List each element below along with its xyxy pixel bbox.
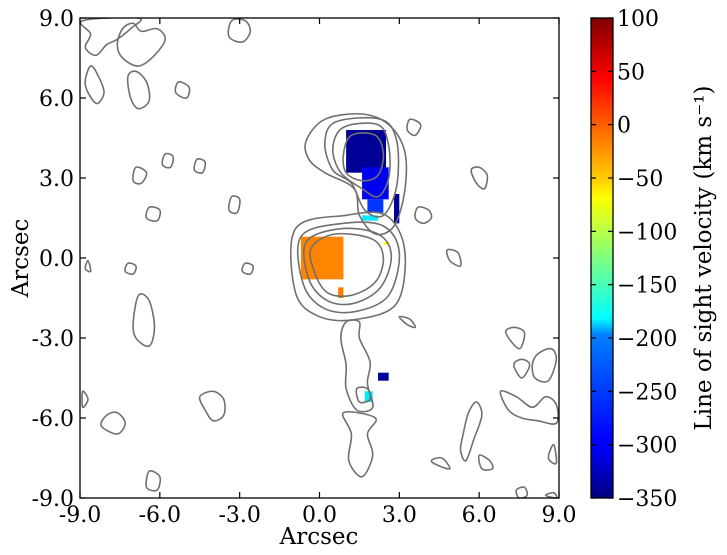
contour-19 [193,158,207,174]
contour-15 [174,81,191,99]
x-tick-label: 6.0 [462,503,497,528]
contour-3 [289,211,407,322]
colorbar-tick-label: −250 [617,380,677,405]
colorbar-label: Line of sight velocity (km s⁻¹) [691,85,717,430]
contour-24 [198,390,226,422]
contour-30 [470,166,489,190]
y-tick-label: 9.0 [39,7,74,32]
velocity-region-5 [300,236,344,280]
colorbar-frame [590,17,614,499]
contour-14 [84,65,105,105]
contour-34 [504,326,526,350]
colorbar-tick-label: 50 [617,60,645,85]
contour-6 [323,116,400,218]
x-tick-label: -6.0 [139,503,181,528]
velocity-region-9 [378,372,389,381]
contour-27 [241,262,255,276]
velocity-region-1 [362,167,389,200]
velocity-region-2 [367,199,384,213]
x-tick-label: 3.0 [382,503,417,528]
contour-8 [339,319,374,413]
y-tick-label: -9.0 [32,487,74,512]
contour-13 [126,70,151,110]
contour-18 [161,152,175,169]
contour-17 [132,166,148,185]
velocity-region-0 [346,130,387,173]
contour-1 [302,227,393,306]
contour-31 [414,206,433,225]
contour-22 [132,293,156,348]
colorbar-tick-label: −300 [617,434,677,459]
velocity-map [300,130,400,402]
contour-25 [145,470,162,492]
colorbar-tick-label: −50 [617,167,663,192]
colorbar-tick-label: 0 [617,114,631,139]
contour-42 [515,486,529,498]
contour-20 [145,206,162,222]
contour-2 [296,221,401,314]
velocity-region-3 [394,194,400,224]
contour-28 [84,259,92,273]
contour-23 [100,411,127,435]
velocity-region-4 [362,215,379,221]
contour-0 [309,232,385,298]
contour-35 [512,358,531,379]
contour-10 [341,411,378,478]
colorbar-tick-label: −100 [617,220,677,245]
colorbar-tick-label: 100 [617,7,659,32]
contour-12 [116,22,167,67]
x-tick-label: -3.0 [218,503,260,528]
y-axis-label: Arcsec [8,219,34,299]
contour-37 [499,389,559,425]
x-tick-label: -9.0 [59,503,101,528]
x-axis-label: Arcsec [279,524,359,550]
contour-11 [80,18,142,57]
velocity-region-6 [338,287,344,298]
plot-area: -9.0 -6.0 -3.0 0.0 3.0 6.0 9.0 -9.0 -6.0 -3.0 0.0… [8,7,577,550]
contour-16 [227,18,252,43]
colorbar-tick-label: −150 [617,274,677,299]
y-tick-label: -6.0 [32,407,74,432]
colorbar: 100 50 0 −50 −100 −150 −200 −250 −300 −350 Line o… [590,7,717,512]
contour-39 [430,456,451,470]
y-tick-label: -3.0 [32,327,74,352]
y-tick-label: 6.0 [39,87,74,112]
contour-4 [342,132,385,182]
colorbar-tick-label: −200 [617,327,677,352]
contour-41 [547,443,558,465]
contour-33 [398,315,417,329]
contour-9 [355,386,372,404]
colorbar-tick-label: −350 [617,487,677,512]
velocity-region-8 [364,391,373,402]
contour-44 [81,390,89,409]
contour-29 [406,118,422,137]
contour-26 [124,262,137,276]
y-tick-label: 0.0 [39,247,74,272]
x-tick-label: 9.0 [542,503,577,528]
y-axis: -9.0 -6.0 -3.0 0.0 3.0 6.0 9.0 [32,7,559,512]
colorbar-gradient [591,18,613,498]
contour-40 [477,454,494,471]
colorbar-ticks: 100 50 0 −50 −100 −150 −200 −250 −300 −350 [591,7,677,512]
contour-43 [544,491,558,498]
contour-7 [304,112,408,236]
velocity-region-7 [383,242,389,245]
x-axis: -9.0 -6.0 -3.0 0.0 3.0 6.0 9.0 [59,18,577,528]
contour-36 [531,347,558,383]
x-tick-label: 0.0 [302,503,337,528]
contour-21 [227,195,241,215]
flux-contours [80,18,559,498]
y-tick-label: 3.0 [39,167,74,192]
contour-32 [445,248,462,268]
contour-38 [459,401,483,462]
